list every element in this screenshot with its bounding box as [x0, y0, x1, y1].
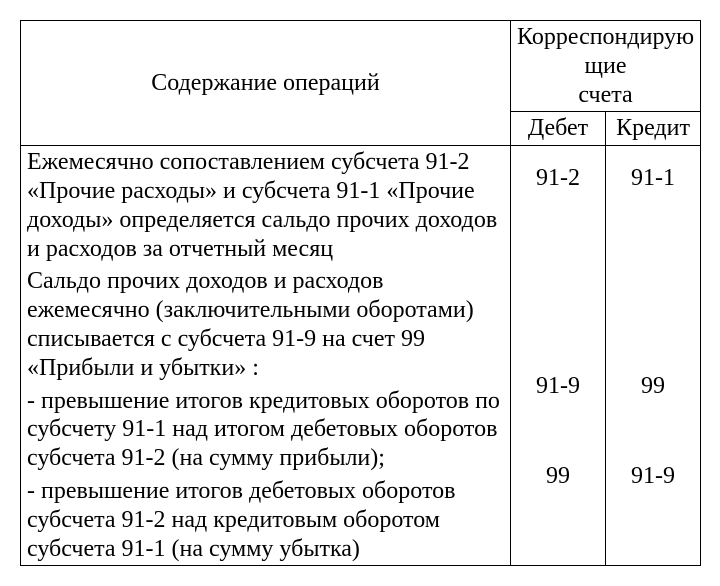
row-debit-1: [511, 282, 605, 370]
row-desc-2: - превышение итогов кредитовых оборотов …: [21, 385, 510, 475]
debit-cell: 91-2 91-9 99: [511, 146, 606, 566]
row-debit-0: 91-2: [511, 162, 605, 282]
header-debit: Дебет: [511, 112, 606, 146]
row-debit-3: 99: [511, 460, 605, 550]
header-row-1: Содержание операций Корреспондирую щие с…: [21, 21, 701, 112]
row-credit-3: 91-9: [606, 460, 700, 550]
table-body-row: Ежемесячно сопоставлением субсчета 91-2 …: [21, 146, 701, 566]
row-desc-1: Сальдо прочих доходов и расходов ежемеся…: [21, 265, 510, 384]
row-debit-2: 91-9: [511, 370, 605, 460]
accounting-table: Содержание операций Корреспондирую щие с…: [20, 20, 701, 566]
row-credit-0: 91-1: [606, 162, 700, 282]
credit-cell: 91-1 99 91-9: [606, 146, 701, 566]
row-desc-0: Ежемесячно сопоставлением субсчета 91-2 …: [21, 146, 510, 265]
row-credit-2: 99: [606, 370, 700, 460]
header-credit: Кредит: [606, 112, 701, 146]
desc-cell: Ежемесячно сопоставлением субсчета 91-2 …: [21, 146, 511, 566]
header-corr-accounts: Корреспондирую щие счета: [511, 21, 701, 112]
row-credit-1: [606, 282, 700, 370]
header-operations: Содержание операций: [21, 21, 511, 146]
row-desc-3: - превышение итогов дебетовых оборотов с…: [21, 475, 510, 565]
